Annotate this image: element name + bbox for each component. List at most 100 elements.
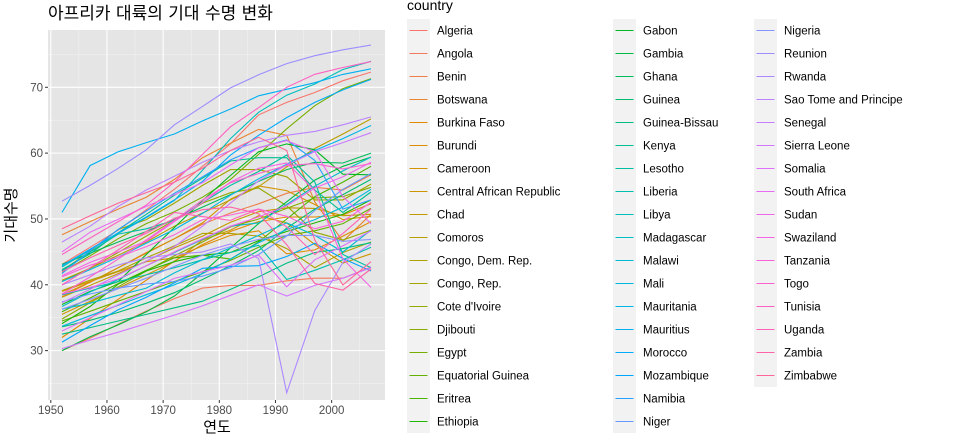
legend-item: Swaziland <box>754 226 836 249</box>
legend-label: Gabon <box>643 26 678 38</box>
legend-item: Zimbabwe <box>754 364 837 387</box>
legend-label: Burkina Faso <box>437 118 505 130</box>
legend-item: Chad <box>407 203 465 226</box>
legend-label: Zambia <box>784 348 823 360</box>
legend-item: Nigeria <box>754 19 821 42</box>
x-axis: 1950 1960 1970 1980 1990 2000 <box>38 400 344 417</box>
legend-label: Burundi <box>437 141 477 153</box>
legend-label: Ghana <box>643 72 678 84</box>
legend-item: Kenya <box>613 134 676 157</box>
legend-item: Central African Republic <box>407 180 561 203</box>
series-line <box>61 128 372 243</box>
legend-label: Egypt <box>437 348 467 360</box>
series-line <box>61 140 372 253</box>
legend-label: Niger <box>643 417 671 429</box>
legend-label: Senegal <box>784 118 826 130</box>
legend-label: Equatorial Guinea <box>437 371 530 383</box>
series-line <box>61 156 372 352</box>
legend-label: Angola <box>437 49 473 61</box>
series-line <box>61 68 372 213</box>
x-tick-label: 1960 <box>94 405 120 417</box>
legend-label: Sierra Leone <box>784 141 850 153</box>
series-line <box>61 202 372 278</box>
y-tick-label: 40 <box>30 280 43 292</box>
legend-label: Central African Republic <box>437 187 561 199</box>
legend-item: Sao Tome and Principe <box>754 88 903 111</box>
legend-item: Lesotho <box>613 157 684 180</box>
legend-label: Zimbabwe <box>784 371 837 383</box>
legend-item: Sierra Leone <box>754 134 850 157</box>
series-line <box>61 154 372 272</box>
legend-label: Sao Tome and Principe <box>784 95 903 107</box>
legend-label: Guinea-Bissau <box>643 118 718 130</box>
x-tick-label: 1970 <box>150 405 176 417</box>
legend-label: Madagascar <box>643 233 706 245</box>
legend-item: Egypt <box>407 341 467 364</box>
series-line <box>61 208 372 286</box>
grid-major <box>48 30 385 400</box>
legend-item: Guinea-Bissau <box>613 111 718 134</box>
x-tick-label: 2000 <box>319 405 345 417</box>
series-line <box>61 242 372 343</box>
legend-item: Rwanda <box>754 65 827 88</box>
legend-item: Comoros <box>407 226 484 249</box>
legend-label: Rwanda <box>784 72 827 84</box>
legend-item: Namibia <box>613 387 686 410</box>
x-tick-label: 1950 <box>38 405 64 417</box>
series-line <box>61 244 372 296</box>
legend-label: Lesotho <box>643 164 684 176</box>
series-line <box>61 243 372 395</box>
legend-item: Burundi <box>407 134 477 157</box>
legend-item: Eritrea <box>407 387 471 410</box>
legend-label: Mauritania <box>643 302 697 314</box>
legend-label: Botswana <box>437 95 488 107</box>
legend-label: Kenya <box>643 141 676 153</box>
legend-label: Swaziland <box>784 233 836 245</box>
legend-item: Gabon <box>613 19 678 42</box>
legend-label: Cameroon <box>437 164 491 176</box>
series-line <box>61 161 372 295</box>
legend-label: Namibia <box>643 394 686 406</box>
legend-label: Sudan <box>784 210 817 222</box>
legend-item: Tanzania <box>754 249 831 272</box>
y-axis-title: 기대수명 <box>2 187 20 242</box>
y-tick-label: 60 <box>30 148 43 160</box>
legend-item: Botswana <box>407 88 488 111</box>
legend-label: Gambia <box>643 49 684 61</box>
legend-label: Guinea <box>643 95 681 107</box>
legend-item: Gambia <box>613 42 684 65</box>
series-line <box>61 125 372 283</box>
legend-item: Benin <box>407 65 466 88</box>
y-axis: 30 40 50 60 70 <box>30 82 48 358</box>
legend-item: Morocco <box>613 341 687 364</box>
legend-item: Algeria <box>407 19 473 42</box>
legend-item: Burkina Faso <box>407 111 505 134</box>
legend-label: Chad <box>437 210 465 222</box>
legend-item: Senegal <box>754 111 826 134</box>
legend-item: Uganda <box>754 318 825 341</box>
legend-label: Cote d'Ivoire <box>437 302 501 314</box>
legend-label: Benin <box>437 72 466 84</box>
legend-item: Congo, Dem. Rep. <box>407 249 532 272</box>
legend-label: Eritrea <box>437 394 471 406</box>
legend-item: Zambia <box>754 341 823 364</box>
legend-item: Ethiopia <box>407 410 479 433</box>
series-line <box>61 163 372 295</box>
legend-item: Mozambique <box>613 364 709 387</box>
legend-label: Libya <box>643 210 671 222</box>
series-line <box>61 162 372 288</box>
legend-item: Niger <box>613 410 671 433</box>
legend-item: Mali <box>613 272 664 295</box>
x-axis-title: 연도 <box>203 418 231 436</box>
legend-item: Angola <box>407 42 473 65</box>
series-line <box>61 61 372 255</box>
legend-item: Liberia <box>613 180 678 203</box>
legend-label: Congo, Rep. <box>437 279 502 291</box>
series-line <box>61 136 372 286</box>
legend-item: Congo, Rep. <box>407 272 502 295</box>
legend: Algeria Angola Benin Botswana Burkina Faso Bu… <box>407 19 903 433</box>
series-line <box>61 234 372 310</box>
legend-label: Djibouti <box>437 325 475 337</box>
legend-item: Mauritania <box>613 295 697 318</box>
